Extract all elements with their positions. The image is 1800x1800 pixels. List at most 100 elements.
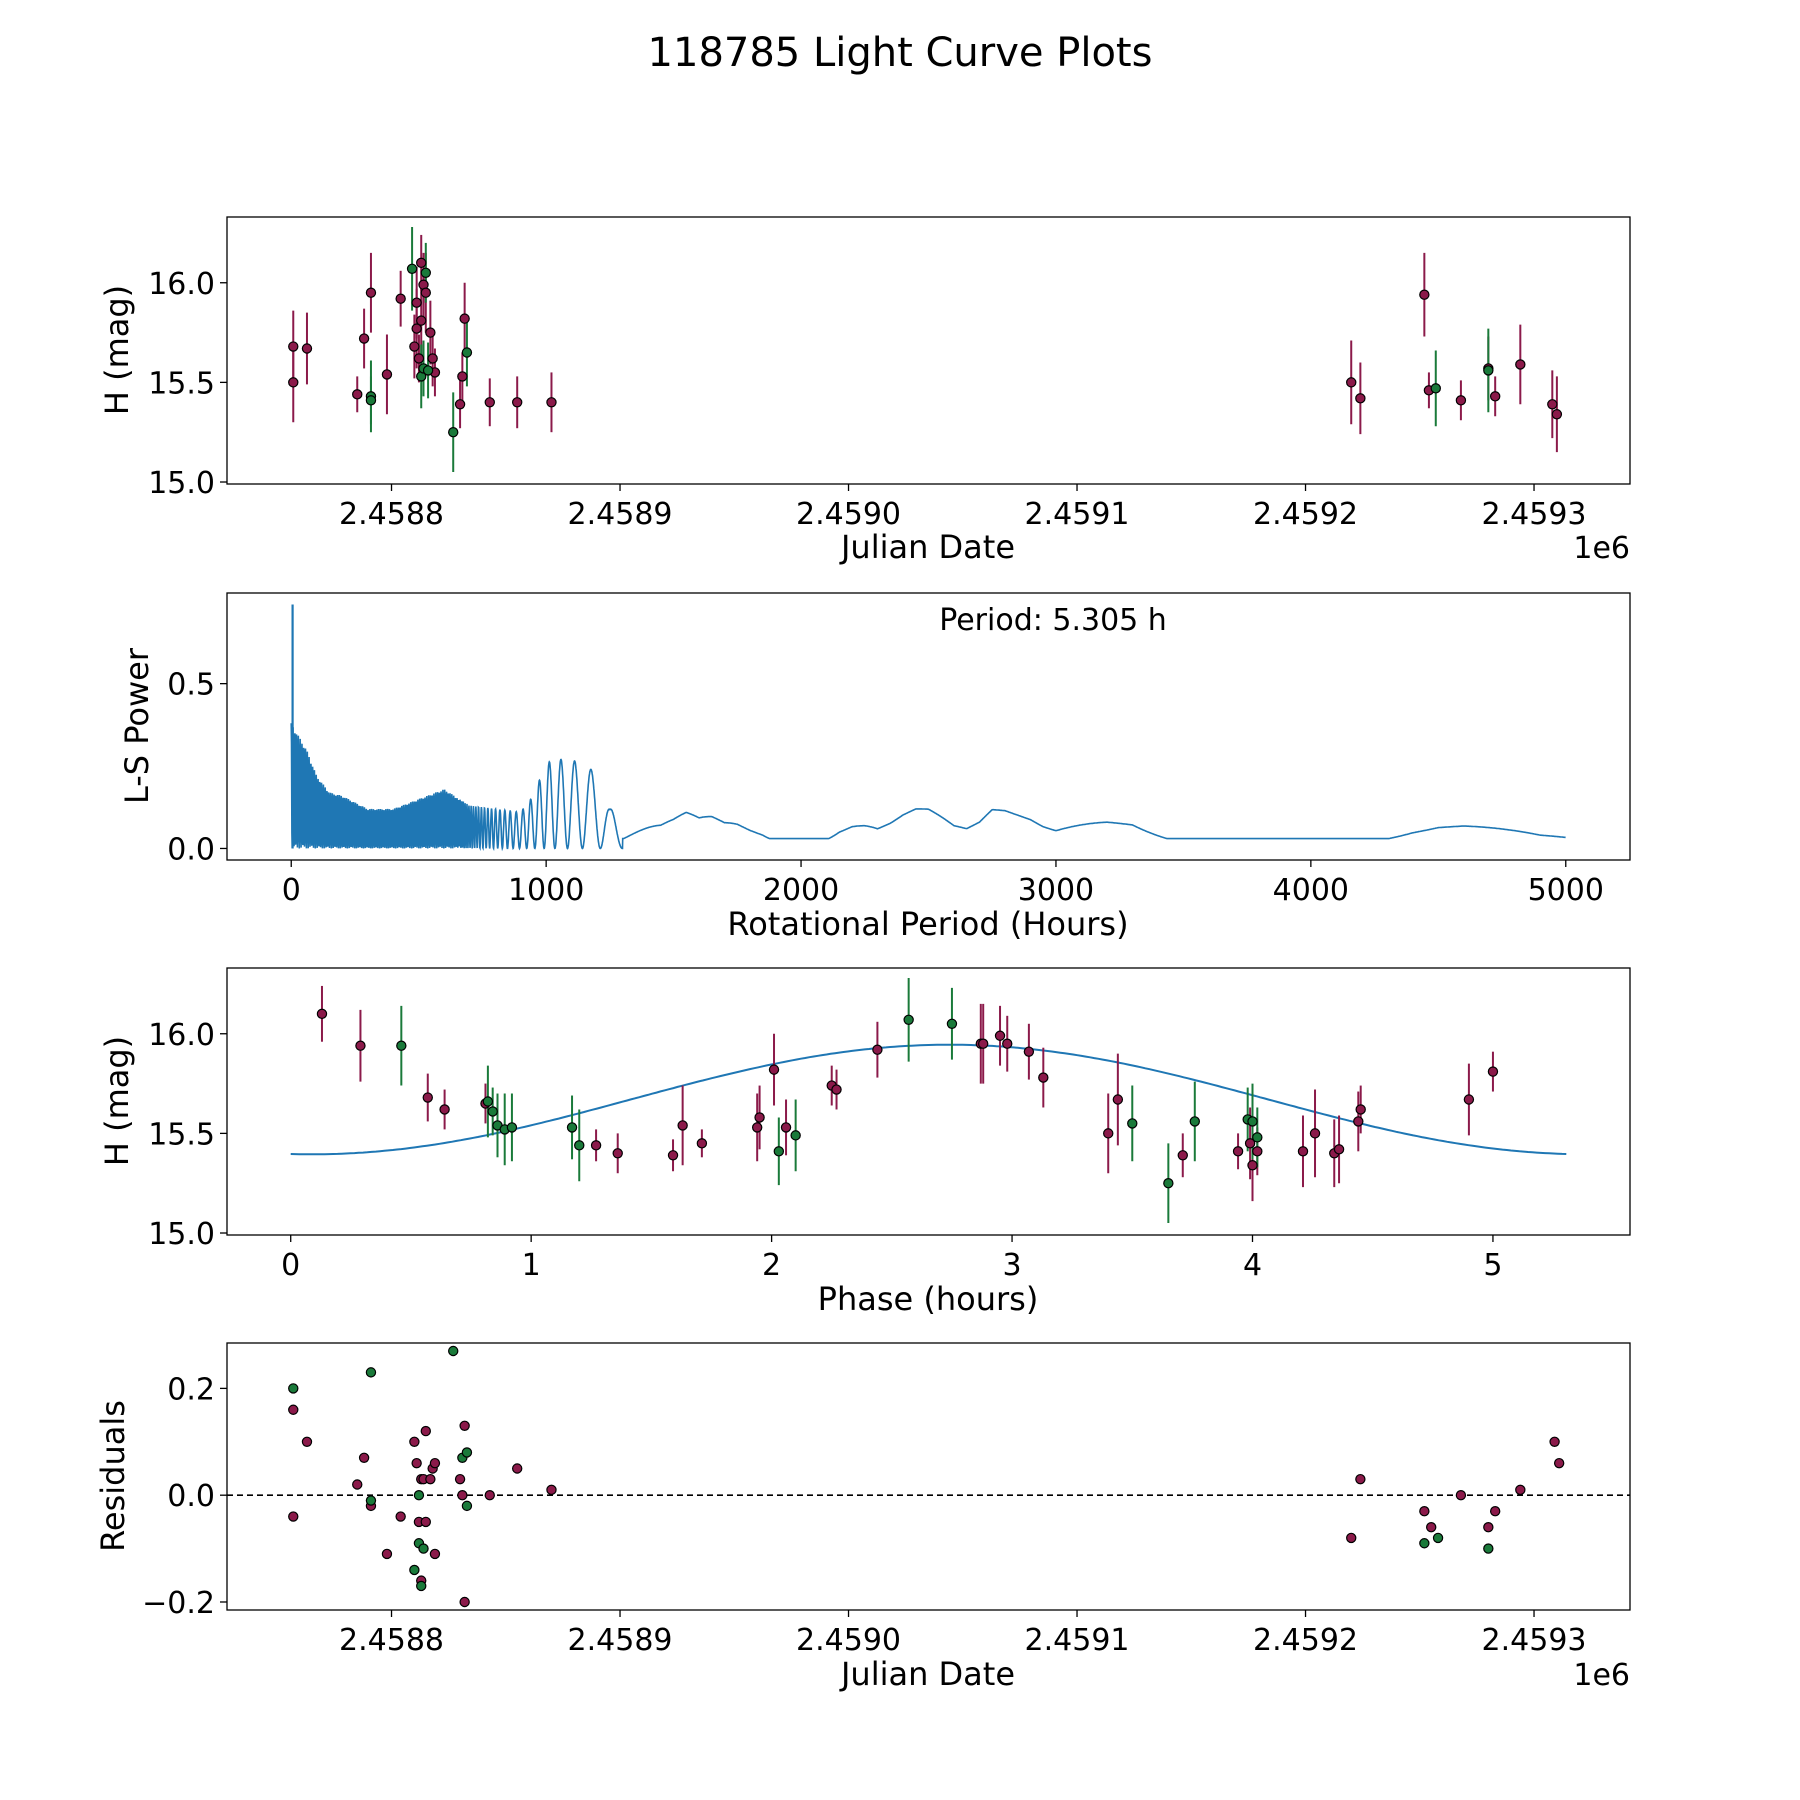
x-tick-label: 1 (522, 1248, 541, 1283)
g-band-point (574, 1140, 585, 1151)
r-band-point (1252, 1146, 1263, 1157)
y-tick-label: 16.0 (148, 267, 215, 302)
r-band-point (409, 341, 420, 352)
periodogram-y-ticks: 0.0 0.5 (167, 668, 227, 867)
r-band-point (422, 1092, 433, 1103)
g-band-point (773, 1146, 785, 1157)
g-band-point (1419, 1538, 1430, 1549)
g-band-point (448, 426, 459, 438)
g-band-point (420, 267, 431, 278)
x-tick-label: 2.4589 (568, 497, 673, 532)
x-tick-label: 2.4588 (339, 497, 444, 532)
x-tick-label: 2.4592 (1253, 497, 1358, 532)
r-band-point (1247, 1160, 1258, 1171)
r-band-point (751, 1122, 763, 1133)
y-tick-label: 0.0 (167, 1479, 215, 1514)
residuals-x-label: Julian Date (839, 1655, 1015, 1693)
r-band-point (413, 353, 425, 364)
g-band-point (461, 347, 473, 358)
r-band-point (1553, 1457, 1565, 1469)
r-band-point (1103, 1128, 1114, 1139)
r-band-point (1002, 1038, 1013, 1049)
r-band-point (1419, 289, 1430, 300)
r-band-point (411, 1457, 422, 1469)
r-band-point (1112, 1094, 1124, 1105)
x-tick-label: 4000 (1273, 873, 1349, 908)
r-band-point (484, 1489, 495, 1501)
r-band-point (425, 327, 436, 338)
r-band-point (427, 353, 438, 364)
r-band-point (288, 1404, 299, 1415)
g-band-point (396, 1040, 407, 1051)
r-band-point (546, 1484, 557, 1496)
x-tick-label: 2.4591 (1025, 1623, 1130, 1658)
g-band-point (461, 1500, 473, 1512)
phase-fold-y-label: H (mag) (98, 1036, 136, 1166)
y-tick-label: 15.5 (148, 1117, 215, 1152)
y-tick-label: 0.5 (167, 668, 215, 703)
g-band-point (487, 1106, 498, 1117)
x-tick-label: 5000 (1528, 873, 1604, 908)
r-band-point (677, 1120, 688, 1131)
x-tick-label: 2.4593 (1482, 1623, 1587, 1658)
r-band-point (459, 1420, 470, 1431)
figure-title: 118785 Light Curve Plots (648, 30, 1153, 76)
r-band-point (454, 399, 466, 410)
r-band-point (978, 1038, 989, 1049)
residuals-plot-area (227, 1345, 1630, 1608)
y-tick-label: 15.5 (148, 366, 215, 401)
light-curve-x-label: Julian Date (839, 528, 1015, 566)
r-band-point (420, 1516, 431, 1528)
r-band-point (1419, 1506, 1430, 1517)
g-band-point (1189, 1116, 1200, 1127)
residuals-offset-label: 1e6 (1573, 1658, 1630, 1693)
phase-fold-plot-area (290, 977, 1567, 1224)
r-band-point (1551, 409, 1563, 420)
r-band-point (416, 257, 427, 269)
r-band-point (696, 1138, 708, 1149)
r-band-point (1483, 1522, 1494, 1533)
r-band-point (395, 1511, 406, 1522)
r-band-point (420, 1425, 431, 1437)
x-tick-label: 4 (1243, 1248, 1262, 1283)
r-band-point (409, 1436, 420, 1447)
x-tick-label: 5 (1483, 1248, 1502, 1283)
ls-power-curve (290, 723, 1566, 852)
g-band-point (365, 1495, 377, 1506)
r-band-point (1177, 1150, 1188, 1161)
r-band-point (1346, 1532, 1357, 1544)
g-band-point (1247, 1116, 1258, 1127)
r-band-point (301, 1436, 313, 1447)
x-tick-label: 0 (282, 873, 301, 908)
r-band-point (1549, 1436, 1560, 1447)
r-band-point (780, 1122, 792, 1133)
r-band-point (358, 1452, 370, 1464)
r-band-point (416, 315, 427, 326)
x-tick-label: 2000 (763, 873, 839, 908)
r-band-point (1489, 1506, 1501, 1517)
r-band-point (355, 1040, 366, 1051)
phase-fold-y-ticks: 15.0 15.5 16.0 (148, 1018, 227, 1252)
r-band-point (511, 397, 523, 408)
r-band-point (872, 1044, 883, 1055)
residuals-y-ticks: −0.2 0.0 0.2 (142, 1372, 227, 1621)
y-tick-label: 15.0 (148, 466, 215, 501)
y-tick-label: 0.2 (167, 1372, 215, 1407)
r-band-point (439, 1104, 450, 1115)
x-tick-label: 2.4588 (339, 1623, 444, 1658)
r-band-point (1426, 1522, 1437, 1533)
r-band-point (365, 287, 377, 298)
g-band-point (1127, 1118, 1138, 1129)
r-band-point (1333, 1144, 1345, 1155)
r-band-point (590, 1140, 602, 1151)
r-band-point (1297, 1146, 1309, 1157)
r-band-point (457, 371, 468, 382)
r-band-point (1547, 399, 1558, 410)
r-band-point (511, 1463, 523, 1474)
g-band-point (946, 1018, 958, 1029)
g-band-point (790, 1130, 801, 1141)
r-band-point (352, 389, 363, 400)
residuals-panel: 2.4588 2.4589 2.4590 2.4591 2.4592 2.4593 −0.… (94, 1342, 1631, 1693)
periodogram-frame (226, 592, 1631, 861)
r-band-point (994, 1030, 1006, 1041)
